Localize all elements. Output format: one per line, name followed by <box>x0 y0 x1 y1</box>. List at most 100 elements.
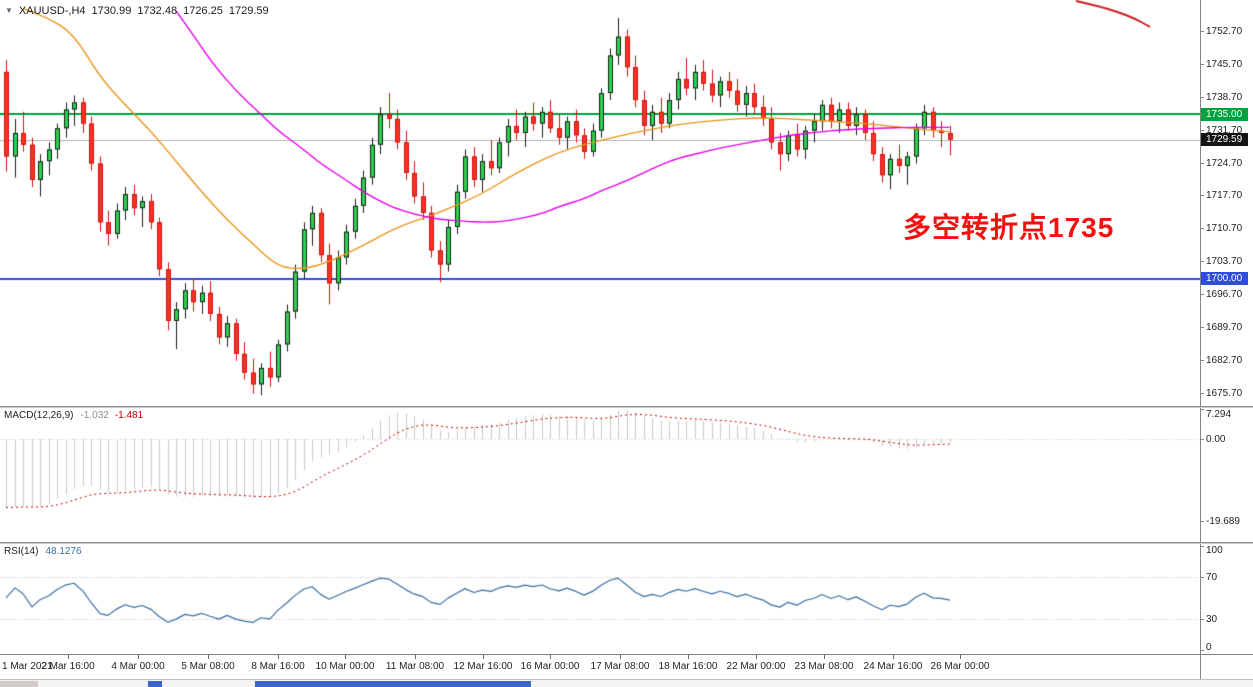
macd-axis-label: -19.689 <box>1206 515 1240 527</box>
time-tick-label: 24 Mar 16:00 <box>863 661 923 672</box>
time-tick-mark <box>688 655 689 659</box>
taskbar-segment[interactable] <box>255 681 531 687</box>
time-tick-mark <box>138 655 139 659</box>
axis-tick-mark <box>1201 650 1204 651</box>
macd-canvas[interactable] <box>0 408 1200 542</box>
time-tick-mark <box>960 655 961 659</box>
price-tag-support: 1700.00 <box>1201 272 1248 285</box>
price-tick-label: 1724.70 <box>1206 157 1243 169</box>
rsi-axis-label: 30 <box>1206 613 1218 625</box>
price-tick-label: 1745.70 <box>1206 58 1243 70</box>
axis-tick-mark <box>1201 228 1204 229</box>
price-tag-resistance: 1735.00 <box>1201 108 1248 121</box>
annotation-text[interactable]: 多空转折点1735 <box>903 212 1115 243</box>
price-tick-label: 1696.70 <box>1206 289 1243 301</box>
time-tick-label: 8 Mar 16:00 <box>251 661 305 672</box>
time-tick-label: 4 Mar 00:00 <box>111 661 165 672</box>
time-axis[interactable]: 1 Mar 2021 2 Mar 16:00 4 Mar 00:00 5 Mar 08… <box>0 654 1253 680</box>
axis-tick-mark <box>1201 393 1204 394</box>
rsi-axis-label: 70 <box>1206 572 1218 584</box>
time-axis-corner <box>1200 655 1253 680</box>
main-chart-panel: ▼ XAUUSD-,H4 1730.99 1732.48 1726.25 1729.59 … <box>0 0 1253 406</box>
main-price-axis[interactable]: 1752.70 1745.70 1738.70 1731.70 1724.70 1717.… <box>1200 0 1253 406</box>
macd-value-axis[interactable]: 7.294 0.00 -19.689 <box>1200 408 1253 542</box>
macd-name: MACD(12,26,9) <box>4 410 74 421</box>
price-tick-label: 1703.70 <box>1206 256 1243 268</box>
time-tick-mark <box>415 655 416 659</box>
time-tick-label: 11 Mar 08:00 <box>385 661 445 672</box>
macd-signal-value: -1.481 <box>114 410 144 421</box>
axis-tick-mark <box>1201 130 1204 131</box>
rsi-indicator-label: RSI(14) 48.1276 <box>4 546 82 557</box>
macd-axis-label: 0.00 <box>1206 434 1226 446</box>
time-tick-mark <box>345 655 346 659</box>
rsi-canvas[interactable] <box>0 544 1200 654</box>
time-tick-label: 1 Mar 2021 <box>2 661 53 672</box>
price-tick-label: 1689.70 <box>1206 322 1243 334</box>
axis-tick-mark <box>1201 360 1204 361</box>
time-tick-label: 22 Mar 00:00 <box>726 661 786 672</box>
axis-tick-mark <box>1201 409 1204 410</box>
time-tick-mark <box>620 655 621 659</box>
rsi-value-axis[interactable]: 100 70 30 0 <box>1200 544 1253 654</box>
axis-tick-mark <box>1201 97 1204 98</box>
ohlc-close: 1729.59 <box>228 5 269 17</box>
time-tick-label: 10 Mar 00:00 <box>315 661 375 672</box>
price-tick-label: 1682.70 <box>1206 354 1243 366</box>
ohlc-high: 1732.48 <box>137 5 178 17</box>
price-tick-label: 1717.70 <box>1206 190 1243 202</box>
price-tick-label: 1710.70 <box>1206 223 1243 235</box>
time-tick-label: 2 Mar 16:00 <box>41 661 95 672</box>
rsi-axis-label: 0 <box>1206 642 1212 653</box>
price-tick-label: 1675.70 <box>1206 387 1243 399</box>
price-tick-label: 1752.70 <box>1206 26 1243 37</box>
chart-ohlc-readout: ▼ XAUUSD-,H4 1730.99 1732.48 1726.25 1729.59 <box>5 5 269 17</box>
time-tick-mark <box>208 655 209 659</box>
time-tick-label: 23 Mar 08:00 <box>794 661 854 672</box>
time-tick-mark <box>893 655 894 659</box>
price-tick-label: 1731.70 <box>1206 124 1243 136</box>
taskbar-segment[interactable] <box>148 681 162 687</box>
macd-axis-label: 7.294 <box>1206 409 1232 420</box>
axis-tick-mark <box>1201 31 1204 32</box>
axis-tick-mark <box>1201 64 1204 65</box>
time-tick-mark <box>550 655 551 659</box>
axis-tick-mark <box>1201 195 1204 196</box>
time-tick-label: 17 Mar 08:00 <box>590 661 650 672</box>
axis-tick-mark <box>1201 546 1204 547</box>
taskbar-strip <box>0 679 1253 687</box>
rsi-name: RSI(14) <box>4 546 39 557</box>
axis-tick-mark <box>1201 439 1204 440</box>
axis-tick-mark <box>1201 294 1204 295</box>
price-tag-bid: 1729.59 <box>1201 133 1248 146</box>
chart-symbol-label: XAUUSD-,H4 <box>18 5 86 17</box>
chart-collapse-arrow[interactable]: ▼ <box>5 6 13 15</box>
taskbar-segment[interactable] <box>0 681 38 687</box>
axis-tick-mark <box>1201 261 1204 262</box>
panel-splitter[interactable] <box>0 542 1253 544</box>
time-tick-mark <box>756 655 757 659</box>
time-tick-mark <box>68 655 69 659</box>
axis-tick-mark <box>1201 577 1204 578</box>
time-tick-label: 18 Mar 16:00 <box>658 661 718 672</box>
time-tick-label: 5 Mar 08:00 <box>181 661 235 672</box>
rsi-panel: RSI(14) 48.1276 100 70 30 0 <box>0 544 1253 654</box>
time-tick-mark <box>483 655 484 659</box>
ohlc-low: 1726.25 <box>183 5 223 17</box>
axis-tick-mark <box>1201 521 1204 522</box>
time-tick-label: 26 Mar 00:00 <box>930 661 990 672</box>
macd-main-value: -1.032 <box>80 410 109 421</box>
macd-indicator-label: MACD(12,26,9) -1.032 -1.481 <box>4 410 143 421</box>
time-tick-mark <box>278 655 279 659</box>
time-tick-mark <box>824 655 825 659</box>
ohlc-open: 1730.99 <box>91 5 132 17</box>
axis-tick-mark <box>1201 619 1204 620</box>
main-chart-canvas[interactable] <box>0 0 1200 406</box>
rsi-value: 48.1276 <box>45 546 82 557</box>
price-tick-label: 1738.70 <box>1206 91 1243 103</box>
panel-splitter[interactable] <box>0 406 1253 408</box>
time-tick-label: 12 Mar 16:00 <box>453 661 513 672</box>
time-tick-label: 16 Mar 00:00 <box>520 661 580 672</box>
macd-panel: MACD(12,26,9) -1.032 -1.481 7.294 0.00 -19.6… <box>0 408 1253 542</box>
